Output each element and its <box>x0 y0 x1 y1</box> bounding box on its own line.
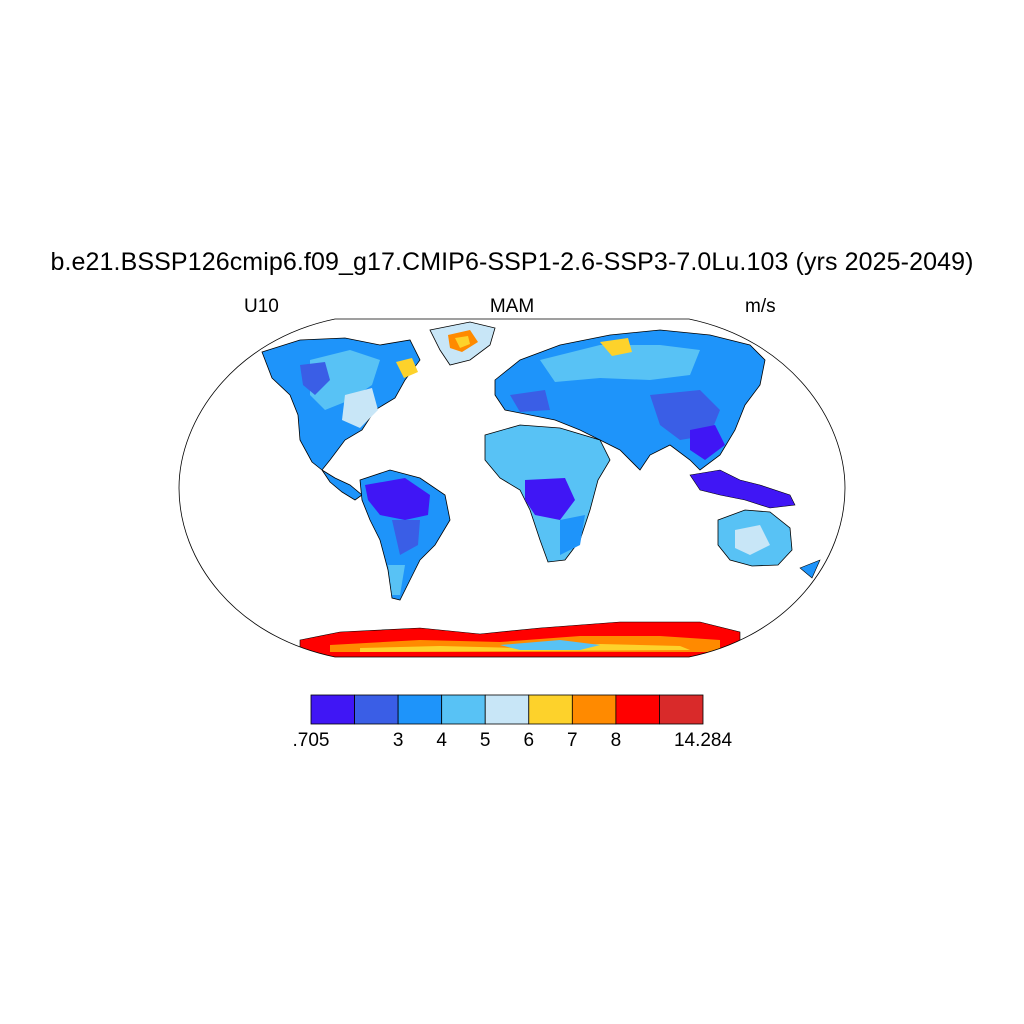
north-america-pale <box>342 388 378 428</box>
colorbar-bin <box>484 694 530 725</box>
plot-title: b.e21.BSSP126cmip6.f09_g17.CMIP6-SSP1-2.… <box>50 248 974 276</box>
colorbar-tick-label: 14.284 <box>673 730 733 751</box>
season-label: MAM <box>489 296 535 317</box>
east-africa <box>560 515 585 555</box>
colorbar-tick-label: 7 <box>567 730 578 751</box>
amazon-dark <box>365 478 430 520</box>
australia-pale <box>735 525 770 555</box>
colorbar-bin <box>441 694 486 725</box>
siberia-light <box>540 345 700 382</box>
new-zealand <box>799 559 821 579</box>
central-america <box>321 469 363 501</box>
colorbar-tick-label: .705 <box>292 730 330 751</box>
siberia-yellow <box>600 338 632 356</box>
variable-label: U10 <box>244 296 279 317</box>
south-america-south <box>388 565 405 595</box>
map-boundary <box>178 318 846 658</box>
greenland-center <box>455 336 470 348</box>
colorbar-tick-label: 6 <box>523 730 535 751</box>
colorbar-tick-label: 5 <box>479 730 491 751</box>
colorbar-bin <box>528 694 573 725</box>
hudson-bay-yellow <box>396 358 418 378</box>
colorbar-bin <box>659 694 704 725</box>
china-dark <box>690 425 725 460</box>
south-america-mid <box>392 520 420 555</box>
maritime-continent <box>689 469 796 509</box>
europe-mid <box>510 390 550 412</box>
colorbar-bin <box>615 694 660 725</box>
north-america-dark <box>300 362 330 395</box>
colorbar-bin <box>354 694 399 725</box>
units-label: m/s <box>745 296 776 317</box>
colorbar-bin <box>397 694 443 725</box>
antarctica-blue <box>500 640 600 650</box>
colorbar-bin <box>310 694 355 725</box>
north-america-light <box>310 350 380 410</box>
colorbar-tick-label: 8 <box>610 730 622 751</box>
colorbar-bin <box>571 694 617 725</box>
colorbar-tick-label: 4 <box>436 730 447 751</box>
congo-dark <box>525 478 575 520</box>
colorbar-tick-label: 3 <box>392 730 404 751</box>
